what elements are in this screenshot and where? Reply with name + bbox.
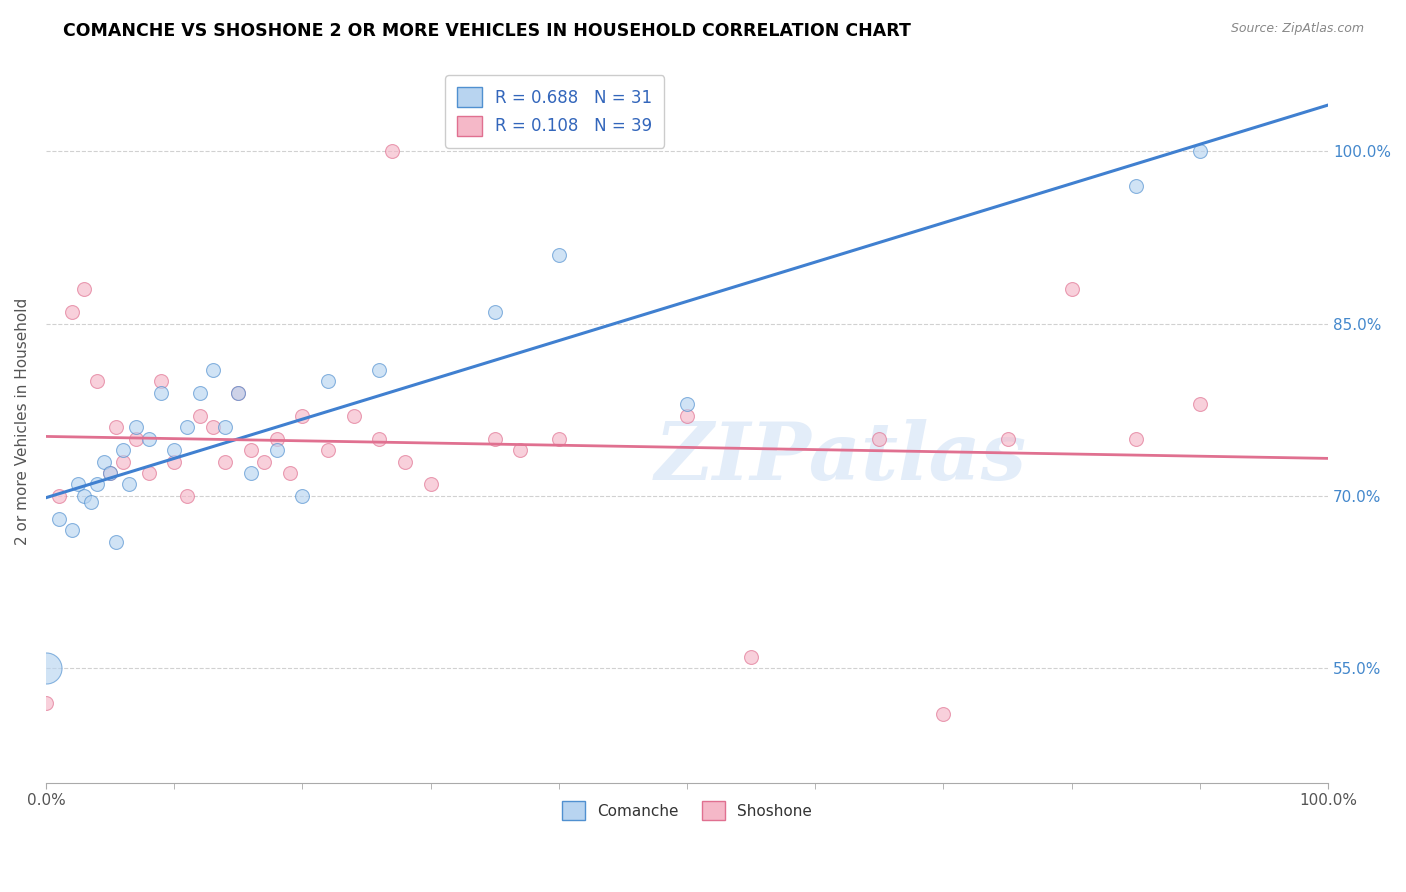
Point: [86, 477, 108, 491]
Point: [316, 374, 339, 388]
Point: [48, 512, 70, 526]
Point: [125, 420, 148, 434]
Point: [176, 420, 198, 434]
Point: [547, 248, 569, 262]
Point: [73, 282, 96, 296]
Point: [60, 305, 83, 319]
Point: [419, 477, 441, 491]
Point: [48, 489, 70, 503]
Point: [1188, 397, 1211, 411]
Point: [316, 443, 339, 458]
Point: [150, 374, 173, 388]
Point: [66, 477, 89, 491]
Point: [1125, 178, 1147, 193]
Y-axis label: 2 or more Vehicles in Household: 2 or more Vehicles in Household: [15, 298, 30, 545]
Point: [201, 362, 224, 376]
Point: [1125, 432, 1147, 446]
Point: [35, 696, 58, 710]
Point: [240, 443, 263, 458]
Point: [868, 432, 890, 446]
Point: [163, 443, 186, 458]
Point: [86, 374, 108, 388]
Point: [105, 535, 128, 549]
Point: [509, 443, 531, 458]
Point: [98, 466, 121, 480]
Point: [484, 432, 506, 446]
Text: ZIPatlas: ZIPatlas: [655, 418, 1026, 496]
Point: [676, 397, 699, 411]
Point: [118, 477, 141, 491]
Point: [93, 454, 115, 468]
Point: [291, 489, 314, 503]
Point: [291, 409, 314, 423]
Point: [188, 409, 211, 423]
Point: [60, 524, 83, 538]
Point: [98, 466, 121, 480]
Point: [547, 432, 569, 446]
Point: [138, 466, 160, 480]
Point: [253, 454, 276, 468]
Point: [226, 385, 249, 400]
Point: [188, 385, 211, 400]
Point: [240, 466, 263, 480]
Point: [343, 409, 366, 423]
Point: [368, 362, 391, 376]
Text: Source: ZipAtlas.com: Source: ZipAtlas.com: [1230, 22, 1364, 36]
Point: [176, 489, 198, 503]
Point: [201, 420, 224, 434]
Point: [111, 454, 134, 468]
Point: [278, 466, 301, 480]
Point: [381, 145, 404, 159]
Point: [80, 494, 103, 508]
Point: [484, 305, 506, 319]
Point: [266, 443, 288, 458]
Text: COMANCHE VS SHOSHONE 2 OR MORE VEHICLES IN HOUSEHOLD CORRELATION CHART: COMANCHE VS SHOSHONE 2 OR MORE VEHICLES …: [63, 22, 911, 40]
Point: [35, 661, 58, 675]
Point: [932, 707, 955, 722]
Point: [73, 489, 96, 503]
Point: [138, 432, 160, 446]
Point: [676, 409, 699, 423]
Point: [1188, 145, 1211, 159]
Point: [150, 385, 173, 400]
Point: [214, 454, 236, 468]
Point: [163, 454, 186, 468]
Point: [394, 454, 416, 468]
Point: [105, 420, 128, 434]
Point: [368, 432, 391, 446]
Point: [997, 432, 1019, 446]
Point: [125, 432, 148, 446]
Point: [266, 432, 288, 446]
Point: [1060, 282, 1083, 296]
Point: [214, 420, 236, 434]
Point: [740, 649, 762, 664]
Legend: Comanche, Shoshone: Comanche, Shoshone: [557, 795, 818, 826]
Point: [226, 385, 249, 400]
Point: [111, 443, 134, 458]
